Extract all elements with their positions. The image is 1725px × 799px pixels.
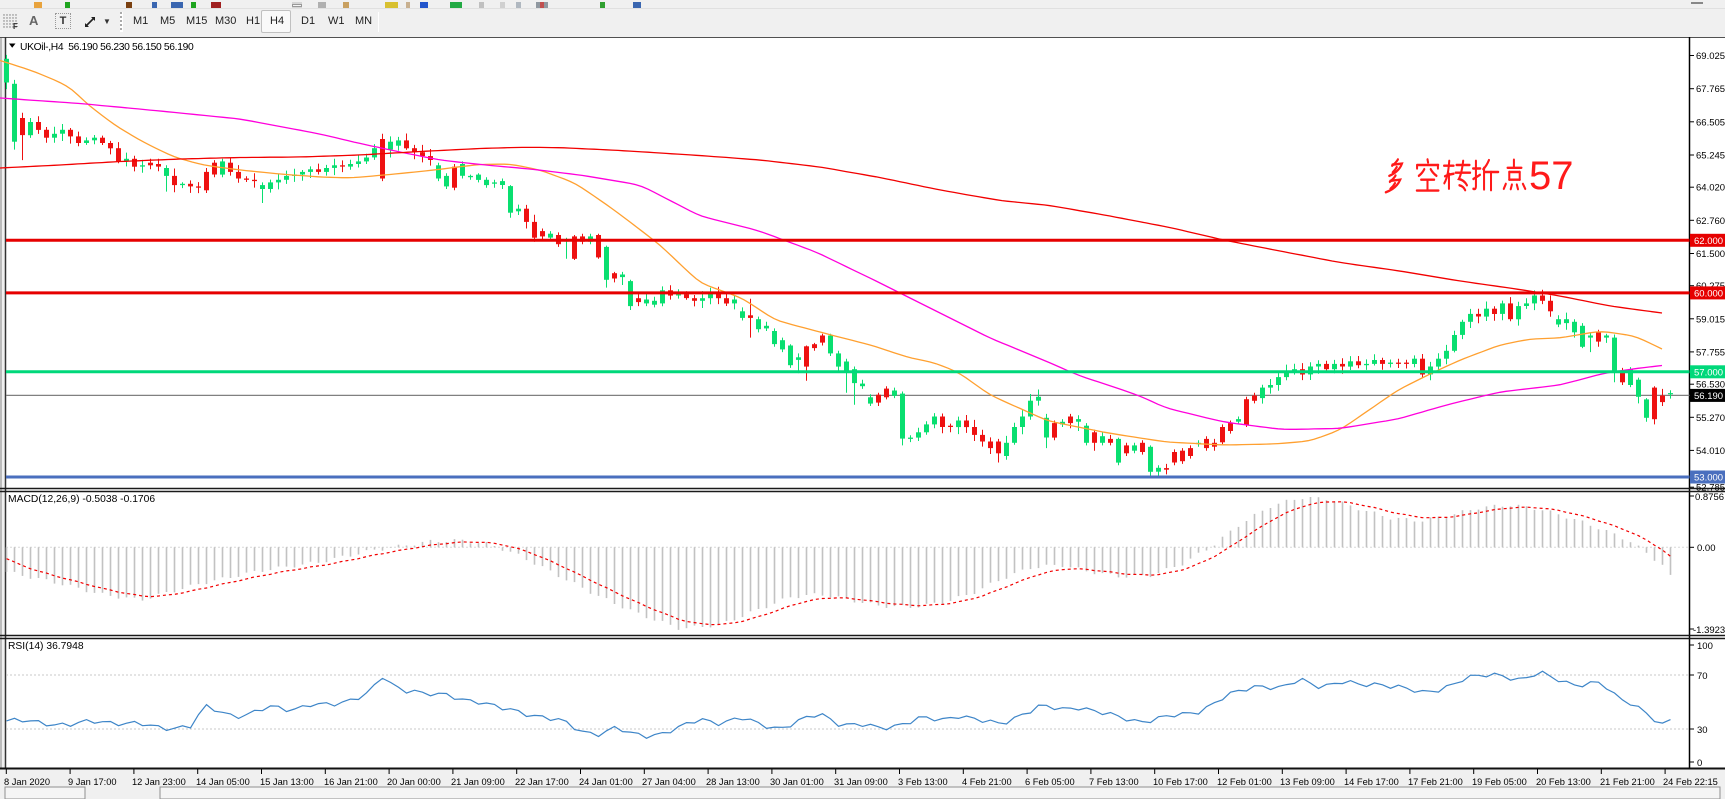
svg-text:66.505: 66.505 xyxy=(1696,117,1725,128)
svg-text:12 Feb 01:00: 12 Feb 01:00 xyxy=(1217,777,1272,787)
svg-text:65.245: 65.245 xyxy=(1696,151,1725,162)
svg-text:30 Jan 01:00: 30 Jan 01:00 xyxy=(770,777,824,787)
svg-text:62.000: 62.000 xyxy=(1694,236,1723,247)
svg-text:UKOil-,H4 56.190 56.230 56.15: UKOil-,H4 56.190 56.230 56.150 56.190 xyxy=(20,42,194,53)
svg-text:9 Jan 17:00: 9 Jan 17:00 xyxy=(68,777,117,787)
svg-text:69.025: 69.025 xyxy=(1696,51,1725,62)
svg-text:22 Jan 17:00: 22 Jan 17:00 xyxy=(515,777,569,787)
svg-text:14 Feb 17:00: 14 Feb 17:00 xyxy=(1344,777,1399,787)
svg-text:20 Feb 13:00: 20 Feb 13:00 xyxy=(1536,777,1591,787)
svg-text:55.270: 55.270 xyxy=(1696,413,1725,424)
svg-text:21 Jan 09:00: 21 Jan 09:00 xyxy=(451,777,505,787)
svg-text:MACD(12,26,9) -0.5038 -0.1706: MACD(12,26,9) -0.5038 -0.1706 xyxy=(8,494,155,505)
svg-text:3 Feb 13:00: 3 Feb 13:00 xyxy=(898,777,948,787)
svg-text:70: 70 xyxy=(1697,671,1708,682)
svg-text:61.500: 61.500 xyxy=(1696,249,1725,260)
svg-text:100: 100 xyxy=(1697,641,1713,652)
svg-text:28 Jan 13:00: 28 Jan 13:00 xyxy=(706,777,760,787)
svg-text:56.190: 56.190 xyxy=(1694,391,1723,402)
svg-text:7 Feb 13:00: 7 Feb 13:00 xyxy=(1089,777,1139,787)
svg-text:16 Jan 21:00: 16 Jan 21:00 xyxy=(324,777,378,787)
svg-text:12 Jan 23:00: 12 Jan 23:00 xyxy=(132,777,186,787)
svg-text:57: 57 xyxy=(1529,154,1574,198)
svg-text:60.000: 60.000 xyxy=(1694,288,1723,299)
svg-text:21 Feb 21:00: 21 Feb 21:00 xyxy=(1600,777,1655,787)
svg-text:0.00: 0.00 xyxy=(1697,543,1716,554)
svg-text:RSI(14) 36.7948: RSI(14) 36.7948 xyxy=(8,641,84,652)
svg-text:-1.3923: -1.3923 xyxy=(1693,625,1725,636)
svg-text:24 Feb 22:15: 24 Feb 22:15 xyxy=(1663,777,1718,787)
svg-text:14 Jan 05:00: 14 Jan 05:00 xyxy=(196,777,250,787)
svg-text:15 Jan 13:00: 15 Jan 13:00 xyxy=(260,777,314,787)
svg-text:53.000: 53.000 xyxy=(1694,473,1723,484)
svg-text:31 Jan 09:00: 31 Jan 09:00 xyxy=(834,777,888,787)
svg-text:8 Jan 2020: 8 Jan 2020 xyxy=(4,777,50,787)
svg-text:20 Jan 00:00: 20 Jan 00:00 xyxy=(387,777,441,787)
svg-text:62.760: 62.760 xyxy=(1696,216,1725,227)
svg-text:30: 30 xyxy=(1697,725,1708,736)
svg-text:13 Feb 09:00: 13 Feb 09:00 xyxy=(1280,777,1335,787)
svg-text:57.000: 57.000 xyxy=(1694,367,1723,378)
svg-text:27 Jan 04:00: 27 Jan 04:00 xyxy=(642,777,696,787)
svg-text:17 Feb 21:00: 17 Feb 21:00 xyxy=(1408,777,1463,787)
svg-text:24 Jan 01:00: 24 Jan 01:00 xyxy=(579,777,633,787)
svg-text:67.765: 67.765 xyxy=(1696,84,1725,95)
svg-text:F: F xyxy=(13,22,18,30)
svg-text:0: 0 xyxy=(1697,758,1702,769)
svg-text:57.755: 57.755 xyxy=(1696,347,1725,358)
svg-text:64.020: 64.020 xyxy=(1696,183,1725,194)
svg-text:6 Feb 05:00: 6 Feb 05:00 xyxy=(1025,777,1075,787)
svg-text:59.015: 59.015 xyxy=(1696,314,1725,325)
svg-text:52.785: 52.785 xyxy=(1696,483,1725,494)
svg-text:54.010: 54.010 xyxy=(1696,446,1725,457)
svg-text:19 Feb 05:00: 19 Feb 05:00 xyxy=(1472,777,1527,787)
svg-text:10 Feb 17:00: 10 Feb 17:00 xyxy=(1153,777,1208,787)
svg-text:4 Feb 21:00: 4 Feb 21:00 xyxy=(962,777,1012,787)
svg-text:0.8756: 0.8756 xyxy=(1695,492,1724,503)
svg-text:56.530: 56.530 xyxy=(1696,380,1725,391)
